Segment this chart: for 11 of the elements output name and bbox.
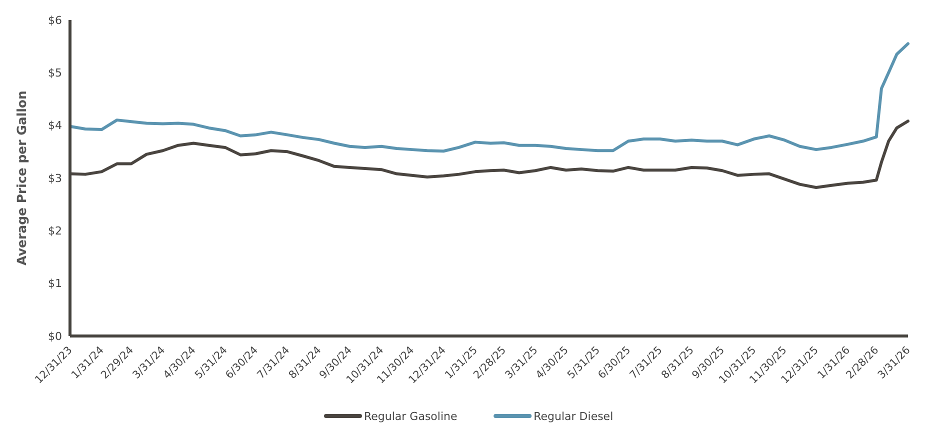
- y-tick-label: $0: [48, 330, 62, 343]
- y-tick-label: $1: [48, 277, 62, 290]
- y-tick-label: $2: [48, 224, 62, 238]
- y-tick-label: $6: [48, 14, 62, 27]
- legend-label: Regular Gasoline: [364, 410, 458, 423]
- legend-label: Regular Diesel: [534, 410, 614, 423]
- y-tick-label: $3: [48, 172, 62, 185]
- y-axis-title: Average Price per Gallon: [14, 90, 29, 266]
- y-tick-label: $4: [48, 119, 62, 132]
- y-tick-label: $5: [48, 66, 62, 80]
- line-series: [68, 42, 910, 153]
